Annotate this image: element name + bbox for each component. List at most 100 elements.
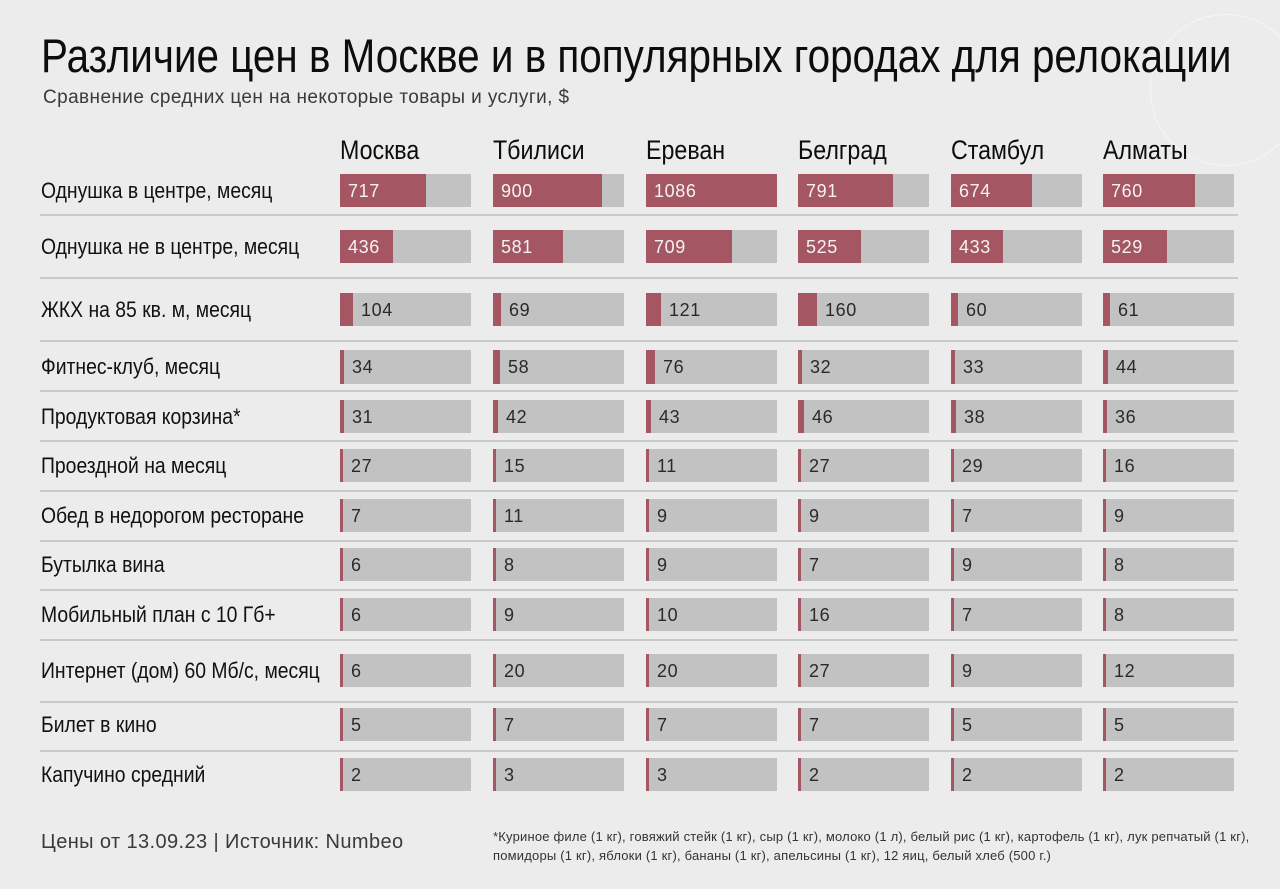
bar-track: 9 (493, 598, 624, 631)
bar-value: 104 (361, 299, 393, 320)
bar-track: 121 (646, 293, 777, 326)
bar-value: 7 (809, 554, 820, 575)
bar-value: 529 (1111, 236, 1143, 257)
bar-value: 2 (809, 764, 820, 785)
chart-subtitle: Сравнение средних цен на некоторые товар… (43, 87, 570, 108)
bar-value: 32 (810, 357, 832, 377)
bar-value: 69 (509, 299, 531, 320)
bar-track: 5 (340, 708, 471, 741)
bar-value: 11 (657, 455, 677, 476)
bar-track: 9 (798, 499, 929, 532)
bar-value: 9 (1114, 505, 1125, 526)
bar-value: 12 (1114, 660, 1136, 681)
bar-fill (340, 499, 343, 532)
bar-track: 7 (951, 499, 1082, 532)
bar-fill (646, 350, 655, 384)
bar-value: 27 (351, 455, 373, 476)
bar-track: 10 (646, 598, 777, 631)
bar-track: 42 (493, 400, 624, 433)
bar-track: 674 (951, 174, 1082, 207)
bar-value: 3 (657, 764, 668, 785)
bar-fill (1103, 174, 1195, 207)
bar-value: 8 (504, 554, 515, 575)
bar-track: 717 (340, 174, 471, 207)
bar-value: 11 (504, 505, 524, 526)
bar-fill (798, 350, 802, 384)
bar-track: 6 (340, 598, 471, 631)
bar-fill (1103, 230, 1167, 263)
bar-value: 709 (654, 236, 686, 257)
bar-fill (798, 654, 801, 687)
bar-fill (951, 654, 954, 687)
bar-fill (951, 499, 954, 532)
bar-fill (951, 350, 955, 384)
bar-track: 43 (646, 400, 777, 433)
row-label: Интернет (дом) 60 Мб/с, месяц (41, 657, 320, 683)
bar-fill (340, 548, 343, 581)
bar-fill (798, 230, 861, 263)
bar-fill (1103, 654, 1106, 687)
bar-track: 46 (798, 400, 929, 433)
bar-track: 5 (1103, 708, 1234, 741)
bar-track: 38 (951, 400, 1082, 433)
row-label: Бутылка вина (41, 551, 165, 577)
bar-fill (951, 758, 954, 791)
bar-track: 69 (493, 293, 624, 326)
bar-value: 76 (663, 357, 685, 377)
bar-value: 27 (809, 660, 831, 681)
bar-value: 36 (1115, 406, 1137, 427)
row-label: Мобильный план с 10 Гб+ (41, 601, 276, 627)
bar-track: 5 (951, 708, 1082, 741)
bar-track: 2 (951, 758, 1082, 791)
bar-track: 27 (798, 449, 929, 482)
row-label: Продуктовая корзина* (41, 403, 241, 429)
bar-track: 6 (340, 654, 471, 687)
row-label: Однушка в центре, месяц (41, 177, 273, 203)
bar-track: 16 (798, 598, 929, 631)
bar-track: 2 (1103, 758, 1234, 791)
chart-title: Различие цен в Москве и в популярных гор… (41, 29, 1232, 82)
bar-fill (493, 293, 501, 326)
bar-fill (340, 758, 343, 791)
bar-value: 160 (825, 299, 857, 320)
bar-value: 7 (351, 505, 362, 526)
bar-fill (493, 449, 496, 482)
bar-track: 11 (646, 449, 777, 482)
bar-track: 29 (951, 449, 1082, 482)
bar-value: 29 (962, 455, 984, 476)
bar-track: 160 (798, 293, 929, 326)
bar-value: 9 (962, 554, 973, 575)
bar-fill (1103, 293, 1110, 326)
bar-fill (646, 708, 649, 741)
bar-track: 791 (798, 174, 929, 207)
bar-value: 10 (657, 604, 679, 625)
bar-value: 15 (504, 455, 526, 476)
bar-fill (493, 174, 602, 207)
bar-value: 7 (504, 714, 515, 735)
bar-fill (798, 758, 801, 791)
row-divider (40, 540, 1238, 542)
bar-track: 11 (493, 499, 624, 532)
bar-value: 3 (504, 764, 515, 785)
bar-value: 1086 (654, 180, 697, 201)
bar-track: 436 (340, 230, 471, 263)
bar-track: 20 (646, 654, 777, 687)
bar-track: 900 (493, 174, 624, 207)
row-divider (40, 277, 1238, 279)
row-divider (40, 589, 1238, 591)
bar-fill (493, 758, 496, 791)
bar-fill (1103, 758, 1106, 791)
bar-track: 31 (340, 400, 471, 433)
source-note: Цены от 13.09.23 | Источник: Numbeo (41, 831, 404, 853)
bar-track: 44 (1103, 350, 1234, 384)
bar-fill (951, 293, 958, 326)
bar-fill (340, 230, 393, 263)
bar-value: 46 (812, 406, 834, 427)
row-label: Фитнес-клуб, месяц (41, 354, 221, 379)
bar-value: 8 (1114, 554, 1125, 575)
bar-track: 9 (1103, 499, 1234, 532)
bar-value: 9 (809, 505, 820, 526)
bar-value: 16 (809, 604, 831, 625)
bar-value: 38 (964, 406, 986, 427)
bar-fill (951, 400, 956, 433)
